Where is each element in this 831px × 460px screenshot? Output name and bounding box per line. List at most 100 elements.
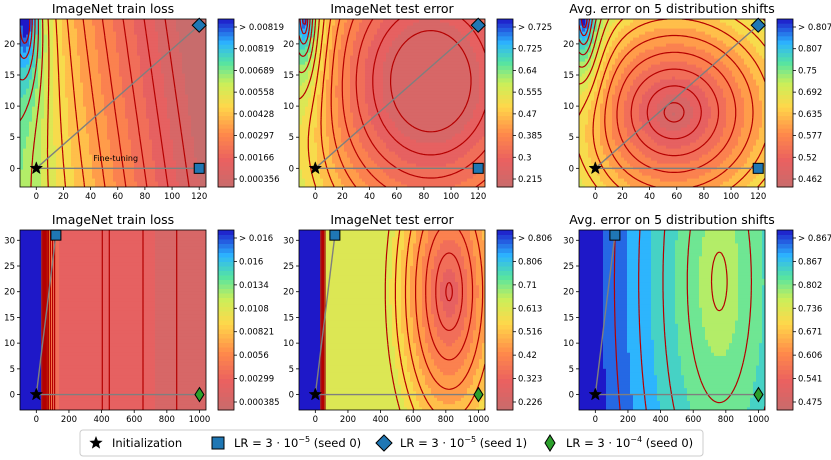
y-tick-label: 5 <box>289 365 294 375</box>
y-tick-label: 10 <box>4 102 15 112</box>
trajectory-line <box>35 24 200 169</box>
colorbar-tick-label: 0.75 <box>798 66 817 76</box>
x-tick-label: 120 <box>750 192 766 202</box>
colorbar-tick-label: 0.555 <box>518 88 542 98</box>
marker-lr-3e-5-seed0 <box>329 229 341 241</box>
colorbar-tick-label: 0.71 <box>518 281 537 291</box>
y-tick-label: 10 <box>4 339 15 349</box>
x-tick-label: 20 <box>617 192 628 202</box>
legend-item: LR = 3 · 10−5 (seed 0) <box>211 435 361 450</box>
x-tick-label: 1000 <box>748 415 770 425</box>
y-tick-label: 15 <box>283 313 294 323</box>
legend-item: LR = 3 · 10−4 (seed 0) <box>544 434 693 452</box>
contour-lines <box>20 19 190 187</box>
x-tick-label: 80 <box>418 192 429 202</box>
colorbar-tick-label: 0.00299 <box>239 375 274 385</box>
colorbar-tick-label: > 0.806 <box>518 234 552 244</box>
marker-initialization <box>308 387 323 401</box>
colorbar-tick-label: 0.475 <box>798 398 822 408</box>
y-tick-label: 10 <box>563 339 574 349</box>
x-tick-label: 0 <box>593 415 598 425</box>
colorbar-tick-label: 0.0108 <box>239 304 269 314</box>
marker-lr-3e-4-seed0 <box>194 386 205 403</box>
colorbar-tick-label: 0.516 <box>518 328 542 338</box>
colorbar-tick-label: 0.226 <box>518 398 542 408</box>
panel-title: ImageNet test error <box>330 1 454 16</box>
colorbar-tick-label: 0.000385 <box>239 398 280 408</box>
x-tick-label: 800 <box>718 415 734 425</box>
colorbar-tick-label: 0.613 <box>518 304 542 314</box>
marker-initialization <box>29 387 44 401</box>
colorbar-tick-label: > 0.00819 <box>239 23 284 33</box>
y-tick-label: 30 <box>563 236 574 246</box>
markers <box>308 229 484 403</box>
trajectory-line <box>35 235 57 395</box>
x-tick-label: 100 <box>443 192 459 202</box>
y-tick-label: 5 <box>569 133 574 143</box>
marker-lr-3e-5-seed0 <box>472 162 484 174</box>
contour-lines <box>613 230 765 410</box>
axes-frame <box>578 18 766 188</box>
y-tick-label: 20 <box>283 288 294 298</box>
legend-star-marker <box>89 436 103 449</box>
colorbar-tick-label: 0.806 <box>518 257 542 267</box>
y-tick-label: 10 <box>283 102 294 112</box>
colorbar-tick-label: 0.462 <box>798 175 822 185</box>
x-tick-label: 120 <box>191 192 207 202</box>
legend-label: LR = 3 · 10−5 (seed 1) <box>400 435 527 450</box>
panel-3: Avg. error on 5 distribution shifts 0 20 40… <box>563 1 831 202</box>
contour-lines <box>41 230 178 410</box>
trajectory-line <box>594 235 616 395</box>
panel-title: ImageNet train loss <box>52 212 174 227</box>
trajectory-line <box>594 24 759 169</box>
colorbar-tick-label: 0.802 <box>798 281 822 291</box>
colorbar: > 0.00819 0.00819 0.00689 0.00558 0.00428 0.0… <box>217 18 284 188</box>
trajectory-lines <box>314 235 479 396</box>
y-tick-label: 15 <box>563 313 574 323</box>
x-tick-label: 800 <box>438 415 454 425</box>
marker-lr-3e-5-seed1 <box>750 17 766 33</box>
x-tick-label: 0 <box>313 192 318 202</box>
x-tick-label: 400 <box>652 415 668 425</box>
colorbar-tick-label: 0.0056 <box>239 351 269 361</box>
contour-lines <box>299 19 485 187</box>
colorbar: > 0.867 0.867 0.802 0.736 0.671 0.606 0.541 0.4… <box>776 229 831 411</box>
panel-4: ImageNet train loss 0 200 400 600 800 1000 0 5 10… <box>4 212 279 425</box>
y-tick-label: 15 <box>283 71 294 81</box>
y-tick-label: 15 <box>563 71 574 81</box>
heatmap <box>579 19 765 187</box>
panel-5: ImageNet test error 0 200 400 600 800 1000 0 5 10… <box>283 212 552 425</box>
y-tick-label: 5 <box>10 133 15 143</box>
legend-item: Initialization <box>89 436 182 450</box>
trajectory-lines <box>35 235 200 396</box>
colorbar-tick-label: 0.215 <box>518 175 542 185</box>
y-tick-label: 5 <box>569 365 574 375</box>
y-tick-label: 25 <box>4 262 15 272</box>
trajectory-lines <box>314 24 479 170</box>
x-tick-label: 20 <box>58 192 69 202</box>
axes-frame <box>298 18 486 188</box>
markers <box>29 229 205 403</box>
x-tick-label: 20 <box>337 192 348 202</box>
trajectory-lines <box>35 24 200 170</box>
y-tick-label: 15 <box>4 71 15 81</box>
legend-label: LR = 3 · 10−4 (seed 0) <box>566 435 693 450</box>
colorbar-tick-label: 0.00166 <box>239 153 274 163</box>
colorbar-tick-label: 0.3 <box>518 153 532 163</box>
colorbar: > 0.016 0.016 0.0134 0.0108 0.00821 0.0056 0.0… <box>217 229 280 411</box>
y-tick-label: 0 <box>569 164 574 174</box>
x-tick-label: 40 <box>364 192 375 202</box>
x-tick-label: 120 <box>470 192 486 202</box>
x-tick-label: 60 <box>112 192 123 202</box>
y-tick-label: 30 <box>4 236 15 246</box>
y-tick-label: 20 <box>4 40 15 50</box>
y-tick-label: 20 <box>563 288 574 298</box>
annotation-label: Fine-tuning <box>93 154 138 163</box>
trajectory-lines <box>594 235 759 396</box>
legend-thin-diamond-marker <box>544 434 556 452</box>
colorbar-tick-label: > 0.807 <box>798 23 831 33</box>
heatmap <box>20 230 206 410</box>
colorbar-tick-label: 0.00428 <box>239 110 274 120</box>
